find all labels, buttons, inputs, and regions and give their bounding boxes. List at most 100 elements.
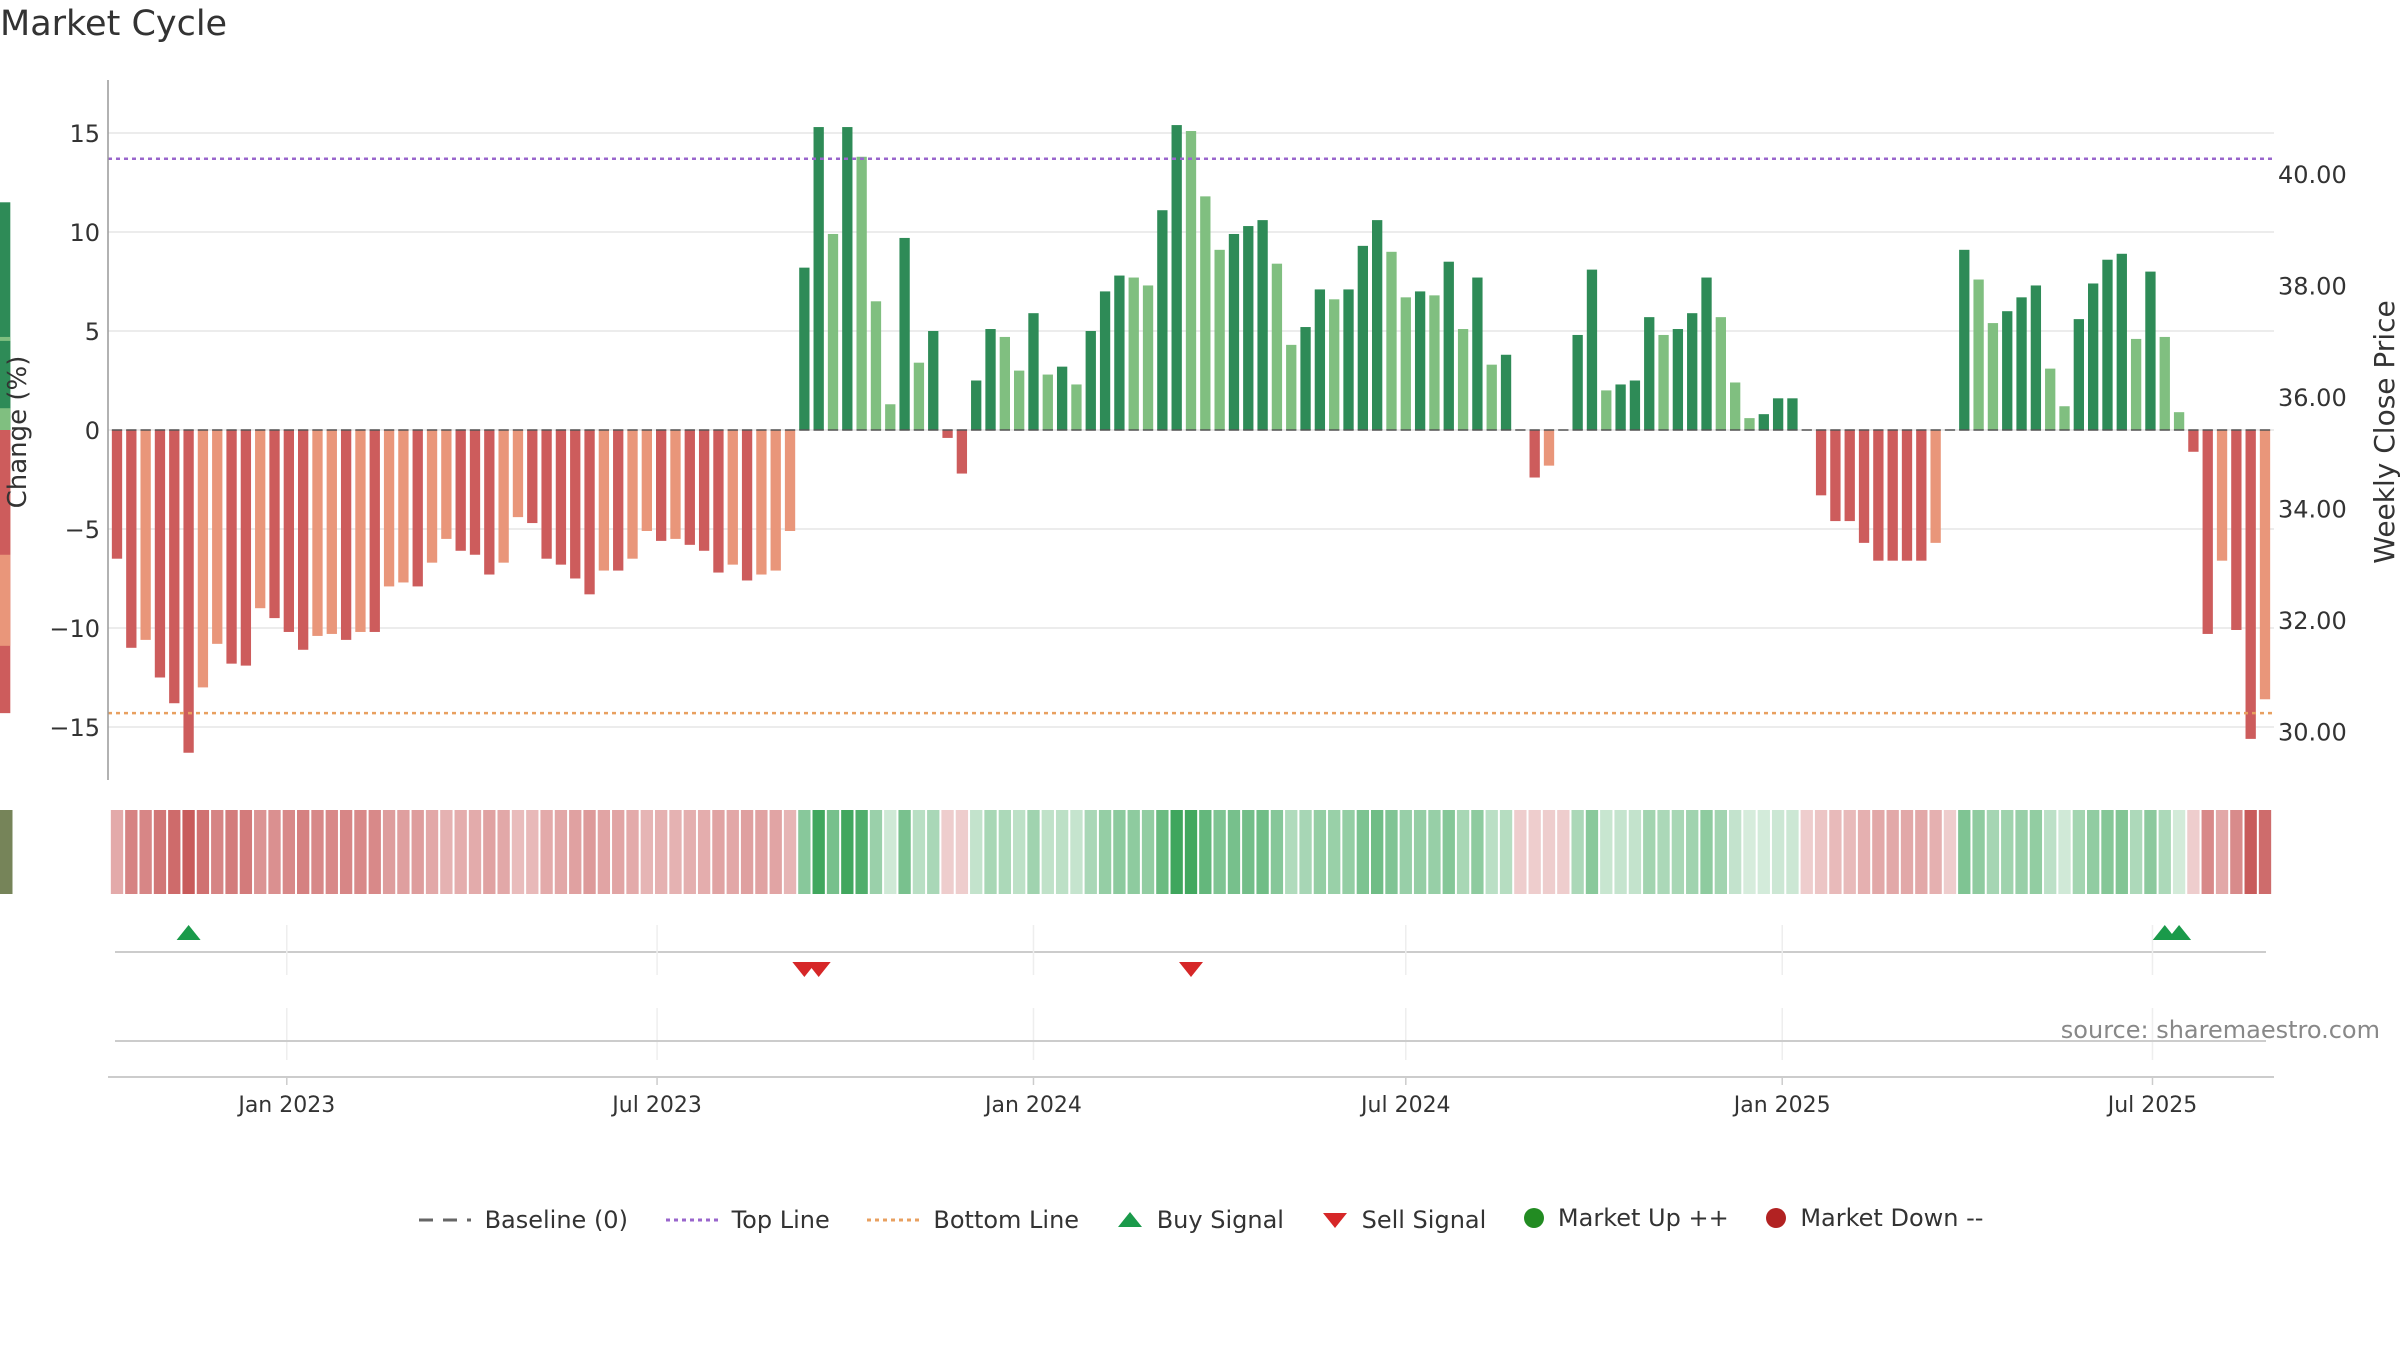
strip-cell: [1614, 810, 1627, 894]
bar: [1486, 364, 1497, 430]
strip-cell: [540, 810, 553, 894]
strip-cell: [297, 810, 310, 894]
bar: [1701, 277, 1712, 430]
strip-cell: [1199, 810, 1212, 894]
strip-cell: [1299, 810, 1312, 894]
bar: [1400, 297, 1411, 430]
bar: [283, 430, 294, 632]
bar: [1973, 279, 1984, 430]
y2-tick-label: 32.00: [2278, 607, 2347, 635]
bottom-panel: [108, 1008, 2274, 1078]
strip-cell: [1700, 810, 1713, 894]
bar: [870, 301, 882, 430]
strip-cell: [1471, 810, 1484, 894]
bar: [1715, 317, 1726, 430]
bar: [1071, 384, 1082, 430]
y-tick-label: 15: [69, 120, 100, 148]
strip-cell: [1256, 810, 1269, 894]
strip-cell: [569, 810, 582, 894]
bar: [154, 430, 166, 678]
strip-cell: [583, 810, 596, 894]
bar: [656, 430, 667, 541]
strip-cell: [1342, 810, 1355, 894]
bar: [1243, 226, 1254, 430]
strip-cell: [1786, 810, 1799, 894]
strip-cell: [1757, 810, 1770, 894]
strip-cell: [1571, 810, 1584, 894]
bar: [1687, 313, 1698, 430]
legend-item-market-down: Market Down --: [1764, 1204, 1983, 1232]
bar: [1858, 430, 1870, 543]
bar: [398, 430, 409, 583]
strip-cell: [511, 810, 525, 894]
x-tick-label: Jan 2023: [236, 1093, 335, 1118]
bar: [412, 430, 423, 587]
bar: [1543, 430, 1555, 466]
strip-cell: [769, 810, 782, 894]
bar: [1830, 430, 1841, 522]
bar: [197, 430, 209, 688]
bar: [111, 430, 123, 559]
bar: [827, 233, 839, 430]
strip-cell: [1113, 810, 1126, 894]
y2-tick-label: 30.00: [2278, 719, 2347, 747]
strip-cell: [1356, 810, 1369, 894]
bar: [1128, 277, 1139, 430]
secondary-y-axis-label: Weekly Close Price: [2368, 300, 2400, 563]
strip-cell: [1585, 810, 1599, 894]
bar: [1500, 354, 1512, 430]
legend-label-top-line: Top Line: [731, 1206, 830, 1234]
strip-cell: [1514, 810, 1527, 894]
bar: [584, 430, 595, 595]
strip-cell: [225, 810, 238, 894]
strip-cell: [2201, 810, 2214, 894]
signal-panel: [115, 925, 2266, 977]
strip-cell: [1385, 810, 1398, 894]
bar: [1672, 329, 1684, 430]
strip-cell: [1413, 810, 1427, 894]
strip-cell: [640, 810, 653, 894]
bar: [1114, 275, 1125, 430]
strip-cell: [2215, 810, 2229, 894]
strip-cell: [339, 810, 353, 894]
strip-cell: [211, 810, 224, 894]
bar: [1372, 220, 1383, 430]
strip-cell: [1456, 810, 1470, 894]
bar: [641, 430, 652, 531]
bar: [971, 380, 982, 430]
bar: [627, 430, 638, 559]
legend: Baseline (0) Top Line Bottom Line Buy Si…: [0, 1204, 2400, 1236]
strip-cell: [526, 810, 539, 894]
bar: [885, 404, 896, 430]
bar: [0, 202, 11, 430]
strip-cell: [2258, 810, 2272, 894]
strip-cell: [970, 810, 983, 894]
bar: [956, 430, 968, 474]
bar: [1429, 295, 1440, 430]
strip-cell: [1242, 810, 1255, 894]
strip-cell: [1428, 810, 1441, 894]
strip-cell: [0, 810, 13, 894]
bar: [1744, 418, 1755, 430]
bar: [2016, 297, 2027, 430]
bar: [613, 430, 624, 571]
legend-item-bottom-line: Bottom Line: [865, 1206, 1079, 1234]
bar: [1787, 398, 1798, 430]
legend-item-baseline: Baseline (0): [417, 1206, 628, 1234]
bar: [713, 430, 724, 573]
bar: [1873, 430, 1884, 561]
sell-signal-marker: [1179, 962, 1203, 977]
bar: [484, 430, 495, 575]
bar: [813, 127, 824, 430]
bar: [1615, 384, 1626, 430]
bar: [1386, 251, 1397, 430]
bar: [670, 430, 681, 539]
bar: [2216, 430, 2228, 561]
bar: [2202, 430, 2213, 634]
bar: [928, 331, 939, 430]
strip-cell: [368, 810, 381, 894]
strip-cell: [1328, 810, 1341, 894]
strip-cell: [0, 810, 13, 894]
bar: [784, 430, 796, 531]
